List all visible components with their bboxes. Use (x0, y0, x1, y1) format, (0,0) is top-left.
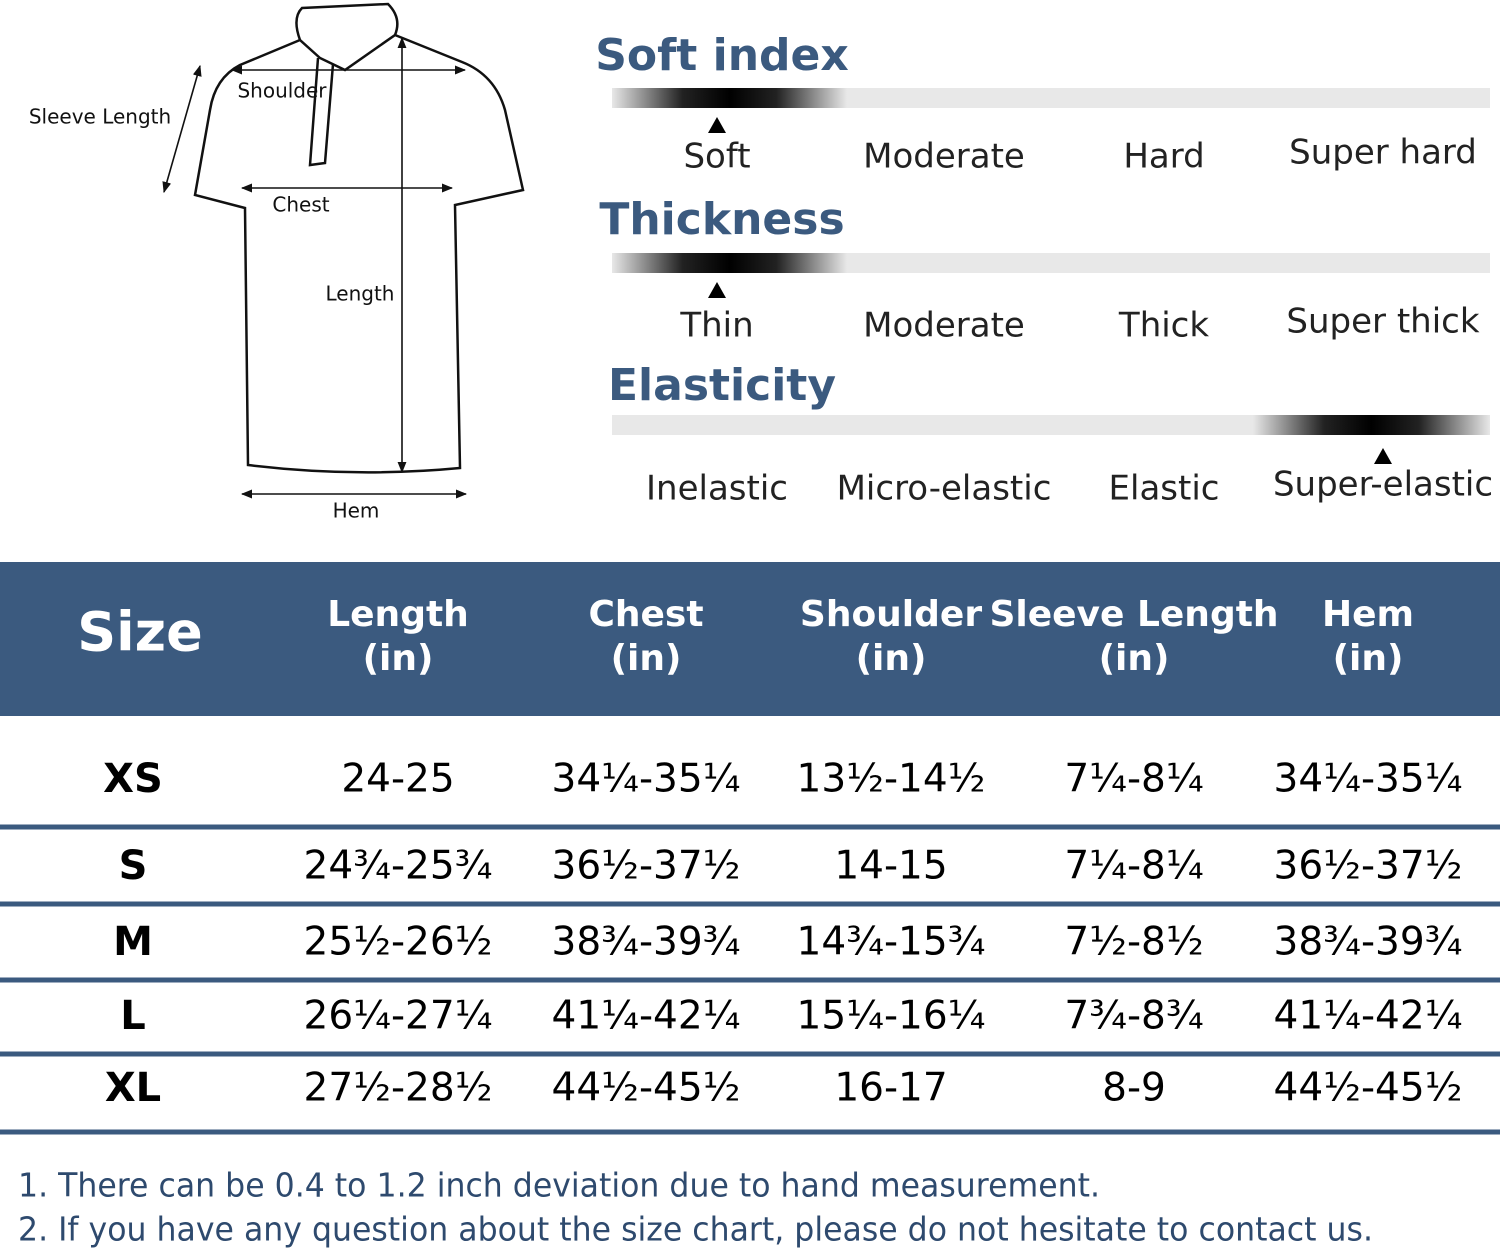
note: 1. There can be 0.4 to 1.2 inch deviatio… (18, 1166, 1100, 1205)
row-separator (0, 901, 1500, 907)
table-cell: 36½-37½ (552, 844, 741, 889)
scale-option: Moderate (863, 306, 1025, 346)
scale-option: Thick (1118, 306, 1209, 346)
column-name: Hem (1322, 594, 1414, 635)
table-cell: 7¼-8¼ (1064, 844, 1203, 889)
scale-title: Soft index (595, 30, 849, 81)
table-cell: 16-17 (834, 1066, 947, 1111)
table-cell: 24¾-25¾ (304, 844, 493, 889)
scale-marker (708, 282, 726, 298)
table-cell: 41¼-42¼ (552, 994, 741, 1039)
scale-highlight (1253, 415, 1490, 435)
size-cell: M (113, 919, 153, 965)
table-cell: 14-15 (834, 844, 947, 889)
table-cell: 26¼-27¼ (304, 994, 493, 1039)
table-cell: 14¾-15¾ (797, 920, 986, 965)
diagram-label: Shoulder (237, 79, 327, 103)
table-cell: 13½-14½ (797, 757, 986, 802)
column-unit: (in) (1333, 638, 1404, 679)
table-cell: 34¼-35¼ (1274, 757, 1463, 802)
table-cell: 7½-8½ (1064, 920, 1203, 965)
scale-option: Hard (1123, 137, 1204, 177)
table-cell: 36½-37½ (1274, 844, 1463, 889)
size-header: Size (77, 601, 202, 664)
diagram-label: Sleeve Length (29, 105, 171, 129)
note: 2. If you have any question about the si… (18, 1210, 1373, 1249)
scale-title: Elasticity (608, 360, 836, 411)
table-cell: 27½-28½ (304, 1066, 493, 1111)
scale-option: Micro-elastic (837, 469, 1052, 509)
size-cell: XL (105, 1065, 161, 1111)
scale-option: Elastic (1109, 469, 1220, 509)
scale-option: Moderate (863, 137, 1025, 177)
diagram-label: Length (326, 282, 395, 306)
diagram-label: Hem (333, 499, 380, 523)
scale-option: Super hard (1289, 133, 1477, 173)
table-header (0, 562, 1500, 716)
diagram-label: Chest (272, 193, 329, 217)
scale-option: Super-elastic (1273, 465, 1493, 505)
table-cell: 38¾-39¾ (552, 920, 741, 965)
table-cell: 15¼-16¼ (797, 994, 986, 1039)
scale-title: Thickness (599, 194, 844, 245)
table-cell: 25½-26½ (304, 920, 493, 965)
column-unit: (in) (363, 638, 434, 679)
column-name: Sleeve Length (989, 594, 1278, 635)
size-cell: XS (103, 756, 163, 802)
column-name: Shoulder (800, 594, 982, 635)
scale-marker (708, 117, 726, 133)
row-separator (0, 977, 1500, 983)
scale-highlight (612, 253, 847, 273)
size-cell: S (119, 843, 148, 889)
table-cell: 41¼-42¼ (1274, 994, 1463, 1039)
row-separator (0, 1129, 1500, 1135)
column-unit: (in) (611, 638, 682, 679)
column-name: Length (327, 594, 469, 635)
table-cell: 8-9 (1102, 1066, 1166, 1111)
shirt-drawing (162, 2, 525, 499)
table-cell: 44½-45½ (552, 1066, 741, 1111)
column-unit: (in) (856, 638, 927, 679)
row-separator (0, 824, 1500, 830)
row-separator (0, 1051, 1500, 1057)
scale-option: Inelastic (646, 469, 788, 509)
column-name: Chest (588, 594, 703, 635)
table-cell: 44½-45½ (1274, 1066, 1463, 1111)
table-cell: 24-25 (341, 757, 454, 802)
table-cell: 34¼-35¼ (552, 757, 741, 802)
size-cell: L (120, 993, 146, 1039)
scale-option: Soft (683, 137, 750, 177)
table-cell: 38¾-39¾ (1274, 920, 1463, 965)
scale-option: Thin (679, 306, 753, 346)
scale-highlight (612, 88, 847, 108)
column-unit: (in) (1099, 638, 1170, 679)
table-cell: 7¼-8¼ (1064, 757, 1203, 802)
scale-marker (1374, 448, 1392, 464)
scale-option: Super thick (1286, 302, 1479, 342)
table-cell: 7¾-8¾ (1064, 994, 1203, 1039)
